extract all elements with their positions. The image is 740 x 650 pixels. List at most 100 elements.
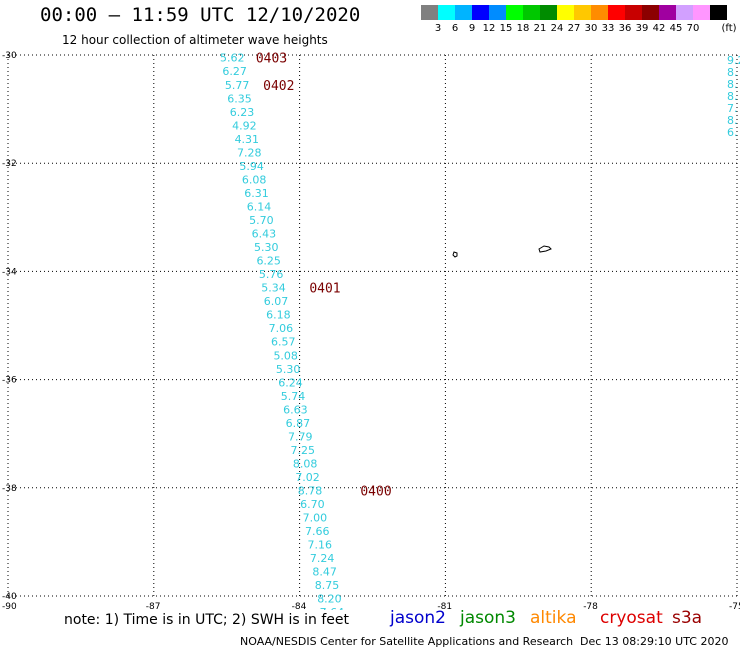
legend-label: 21	[533, 23, 547, 34]
wave-height-value: 6.35	[227, 92, 252, 105]
wave-height-value: 6.87	[286, 417, 311, 430]
wave-height-value: 6.07	[264, 295, 289, 308]
wave-height-value: 6.08	[242, 173, 266, 186]
wave-height-value: 6.70	[300, 498, 325, 511]
legend-label: 18	[516, 23, 530, 34]
wave-height-value: 6.23	[230, 106, 255, 119]
pass-time-labels: 0403 0402 0401 0400	[256, 52, 392, 500]
legend-swatch	[489, 5, 506, 20]
legend-swatch	[472, 5, 489, 20]
wave-height-value: 8.20	[317, 593, 342, 606]
wave-height-value: 5.76	[259, 268, 284, 281]
generated-timestamp: Dec 13 08:29:10 UTC 2020	[580, 635, 729, 648]
legend-swatch	[710, 5, 727, 20]
legend-label: 70	[686, 23, 700, 34]
legend-label: 15	[499, 23, 513, 34]
lon-tick-label: -90	[2, 602, 17, 610]
legend-label: 45	[669, 23, 683, 34]
wave-height-value: 8.75	[315, 579, 340, 592]
legend-swatch	[659, 5, 676, 20]
wave-height-value: 6.27	[222, 65, 247, 78]
legend-label: 42	[652, 23, 666, 34]
wave-height-value: 7.64	[320, 606, 345, 610]
map-subtitle: 12 hour collection of altimeter wave hei…	[62, 33, 328, 47]
wave-height-value: 5.94	[239, 160, 264, 173]
land-outlines	[452, 245, 552, 258]
legend-label: 9	[468, 23, 476, 34]
lon-tick-label: -78	[583, 602, 598, 610]
credit-line: NOAA/NESDIS Center for Satellite Applica…	[240, 635, 574, 648]
wave-height-value: 5.70	[249, 214, 274, 227]
wave-height-value: 7.16	[307, 539, 332, 552]
wave-height-value: 5.30	[276, 363, 301, 376]
lat-lon-grid	[7, 54, 738, 597]
legend-swatch	[591, 5, 608, 20]
satellite-name-cryosat: cryosat	[600, 608, 663, 628]
map-title: 00:00 – 11:59 UTC 12/10/2020	[40, 4, 361, 26]
legend-label: 39	[635, 23, 649, 34]
legend-swatch	[642, 5, 659, 20]
wave-height-map: -30 -32 -34 -36 -38 -40 -90 -87 -84 -81 -78 -75 5.…	[2, 51, 740, 610]
wave-height-value: 6.43	[252, 228, 277, 241]
lat-tick-label: -40	[2, 592, 17, 602]
wave-height-value: 7.00	[303, 512, 328, 525]
legend-label: 3	[434, 23, 442, 34]
legend-label: 12	[482, 23, 496, 34]
lon-tick-label: -87	[146, 602, 161, 610]
wave-height-value: 5.77	[225, 79, 250, 92]
wave-height-value: 5.74	[281, 390, 306, 403]
legend-unit-label: (ft)	[721, 23, 737, 34]
wave-height-value: 6.63	[283, 403, 308, 416]
edge-track-values: 9.28.8.8.7.8.6.	[727, 54, 740, 139]
edge-wave-value: 8.	[727, 114, 738, 127]
wave-height-value: 7.79	[288, 430, 313, 443]
pass-time-label: 0403	[256, 52, 287, 67]
lat-tick-label: -36	[2, 376, 17, 386]
edge-wave-value: 9.2	[727, 54, 740, 67]
edge-wave-value: 7.	[727, 102, 738, 115]
edge-wave-value: 6.	[727, 126, 738, 139]
edge-wave-value: 8.	[727, 90, 738, 103]
legend-swatch	[574, 5, 591, 20]
wave-height-value: 8.47	[312, 566, 337, 579]
satellite-name-jason3: jason3	[460, 608, 516, 628]
wave-height-value: 6.25	[256, 255, 281, 268]
edge-wave-value: 8.	[727, 66, 738, 79]
altimeter-track: 5.626.275.776.356.234.924.317.285.946.08…	[220, 52, 345, 610]
legend-swatch	[557, 5, 574, 20]
latitude-labels: -30 -32 -34 -36 -38 -40	[2, 51, 17, 602]
wave-height-value: 5.08	[273, 349, 298, 362]
satellite-name-altika: altika	[530, 608, 577, 628]
wave-height-value: 7.25	[290, 444, 315, 457]
island-outline-east	[538, 245, 552, 253]
legend-swatch	[676, 5, 693, 20]
wave-height-value: 6.14	[247, 200, 272, 213]
legend-label: 36	[618, 23, 632, 34]
legend-label: 30	[584, 23, 598, 34]
pass-time-label: 0400	[360, 485, 391, 500]
longitude-labels: -90 -87 -84 -81 -78 -75	[2, 602, 740, 610]
pass-time-label: 0401	[309, 282, 340, 297]
lat-tick-label: -38	[2, 484, 17, 494]
wave-height-value: 6.18	[266, 309, 291, 322]
satellite-name-jason2: jason2	[390, 608, 446, 628]
legend-swatch	[693, 5, 710, 20]
legend-swatch	[625, 5, 642, 20]
legend-label: 27	[567, 23, 581, 34]
legend-label: 24	[550, 23, 564, 34]
wave-height-value: 5.34	[261, 282, 286, 295]
wave-height-value: 6.24	[278, 376, 303, 389]
island-outline-west	[452, 251, 458, 258]
legend-swatch	[438, 5, 455, 20]
pass-time-label: 0402	[263, 79, 294, 94]
footer-note: note: 1) Time is in UTC; 2) SWH is in fe…	[64, 612, 350, 628]
lat-tick-label: -34	[2, 267, 17, 277]
wave-height-value: 7.02	[295, 471, 320, 484]
legend-swatch	[506, 5, 523, 20]
wave-height-value: 4.31	[235, 133, 260, 146]
wave-height-value: 8.08	[293, 457, 318, 470]
legend-swatch	[455, 5, 472, 20]
legend-swatch	[540, 5, 557, 20]
legend-swatch	[421, 5, 438, 20]
wave-height-value: 5.30	[254, 241, 279, 254]
